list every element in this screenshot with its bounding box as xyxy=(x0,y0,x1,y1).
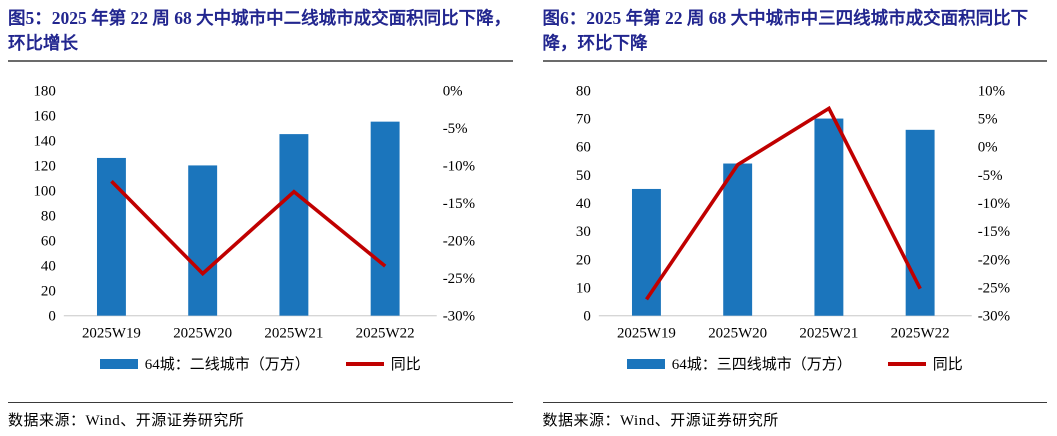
right-axis-tick: -25% xyxy=(977,280,1009,296)
right-axis-tick: -5% xyxy=(977,168,1002,184)
legend-item-line: 同比 xyxy=(345,353,421,374)
bar-swatch-icon xyxy=(99,358,138,369)
combo-chart: 80 70 60 50 40 30 20 10 0 10% 5% 0% -5% -10% -15% -20% -… xyxy=(575,83,1009,341)
category-label: 2025W21 xyxy=(264,325,323,341)
right-axis-tick: -15% xyxy=(977,224,1009,240)
bar xyxy=(188,165,218,316)
legend-bar-label: 64城：三四线城市（万方） xyxy=(671,357,852,374)
figure-5-chart: 180 160 140 120 100 80 60 40 20 0 0% -5% -10% -15% -20… xyxy=(8,64,513,348)
legend-line-label: 同比 xyxy=(932,357,963,374)
left-axis-tick: 50 xyxy=(575,168,590,184)
figure-5-title: 图5：2025 年第 22 周 68 大中城市中二线城市成交面积同比下降，环比增… xyxy=(8,6,513,62)
figure-6-title: 图6：2025 年第 22 周 68 大中城市中三四线城市成交面积同比下降，环比… xyxy=(542,6,1047,62)
figure-6-source: 数据来源：Wind、开源证券研究所 xyxy=(542,402,1047,430)
category-label: 2025W19 xyxy=(82,325,141,341)
legend-item-bar: 64城：二线城市（万方） xyxy=(99,353,310,374)
left-axis-tick: 160 xyxy=(33,108,55,124)
right-axis-tick: -15% xyxy=(443,196,475,212)
legend-item-line: 同比 xyxy=(887,353,963,374)
left-axis-tick: 20 xyxy=(575,252,590,268)
bar-swatch-icon xyxy=(626,358,665,369)
bar xyxy=(370,121,400,316)
category-label: 2025W19 xyxy=(616,325,675,341)
left-axis-tick: 60 xyxy=(41,233,56,249)
right-axis-tick: -10% xyxy=(977,196,1009,212)
right-axis-tick: 5% xyxy=(977,111,997,127)
left-axis-tick: 100 xyxy=(33,183,55,199)
left-axis-tick: 0 xyxy=(48,308,55,324)
right-axis-tick: -20% xyxy=(977,252,1009,268)
bar xyxy=(813,118,843,316)
line-series xyxy=(644,105,922,301)
figure-6: 图6：2025 年第 22 周 68 大中城市中三四线城市成交面积同比下降，环比… xyxy=(542,6,1048,430)
left-axis-tick: 40 xyxy=(575,196,590,212)
line-swatch-icon xyxy=(345,361,384,366)
left-axis-tick: 80 xyxy=(41,208,56,224)
left-axis-tick: 10 xyxy=(575,280,590,296)
figure-5-source: 数据来源：Wind、开源证券研究所 xyxy=(8,402,513,430)
right-axis-tick: -30% xyxy=(977,308,1009,324)
right-axis-tick: -10% xyxy=(443,158,475,174)
category-label: 2025W20 xyxy=(708,325,767,341)
legend-line-label: 同比 xyxy=(390,357,421,374)
right-axis-tick: 0% xyxy=(443,83,463,99)
figure-5-legend: 64城：二线城市（万方） 同比 xyxy=(8,348,513,380)
left-axis-tick: 70 xyxy=(575,111,590,127)
right-axis-tick: 10% xyxy=(977,83,1004,99)
right-axis-tick: -5% xyxy=(443,121,468,137)
bar xyxy=(722,163,752,316)
category-label: 2025W20 xyxy=(173,325,232,341)
right-axis-tick: -30% xyxy=(443,308,475,324)
right-axis-tick: -25% xyxy=(443,271,475,287)
line-swatch-icon xyxy=(887,361,926,366)
left-axis-tick: 60 xyxy=(575,139,590,155)
category-label: 2025W21 xyxy=(799,325,858,341)
right-axis-tick: -20% xyxy=(443,233,475,249)
category-label: 2025W22 xyxy=(890,325,949,341)
figure-6-legend: 64城：三四线城市（万方） 同比 xyxy=(543,348,1048,380)
figure-5: 图5：2025 年第 22 周 68 大中城市中二线城市成交面积同比下降，环比增… xyxy=(8,6,513,430)
right-axis-tick: 0% xyxy=(977,139,997,155)
category-label: 2025W22 xyxy=(356,325,415,341)
bar xyxy=(631,188,661,316)
left-axis-tick: 40 xyxy=(41,258,56,274)
left-axis-tick: 30 xyxy=(575,224,590,240)
legend-bar-label: 64城：二线城市（万方） xyxy=(144,357,310,374)
bar xyxy=(96,157,126,316)
left-axis-tick: 140 xyxy=(33,133,55,149)
legend-item-bar: 64城：三四线城市（万方） xyxy=(626,353,852,374)
bar xyxy=(279,133,309,316)
left-axis-tick: 180 xyxy=(33,83,55,99)
left-axis-tick: 120 xyxy=(33,158,55,174)
left-axis-tick: 20 xyxy=(41,283,56,299)
left-axis-tick: 80 xyxy=(575,83,590,99)
combo-chart: 180 160 140 120 100 80 60 40 20 0 0% -5% -10% -15% -20… xyxy=(33,83,475,341)
line-series xyxy=(110,179,387,276)
figure-6-chart: 80 70 60 50 40 30 20 10 0 10% 5% 0% -5% -10% -15% -20% -… xyxy=(543,64,1048,348)
left-axis-tick: 0 xyxy=(583,308,590,324)
